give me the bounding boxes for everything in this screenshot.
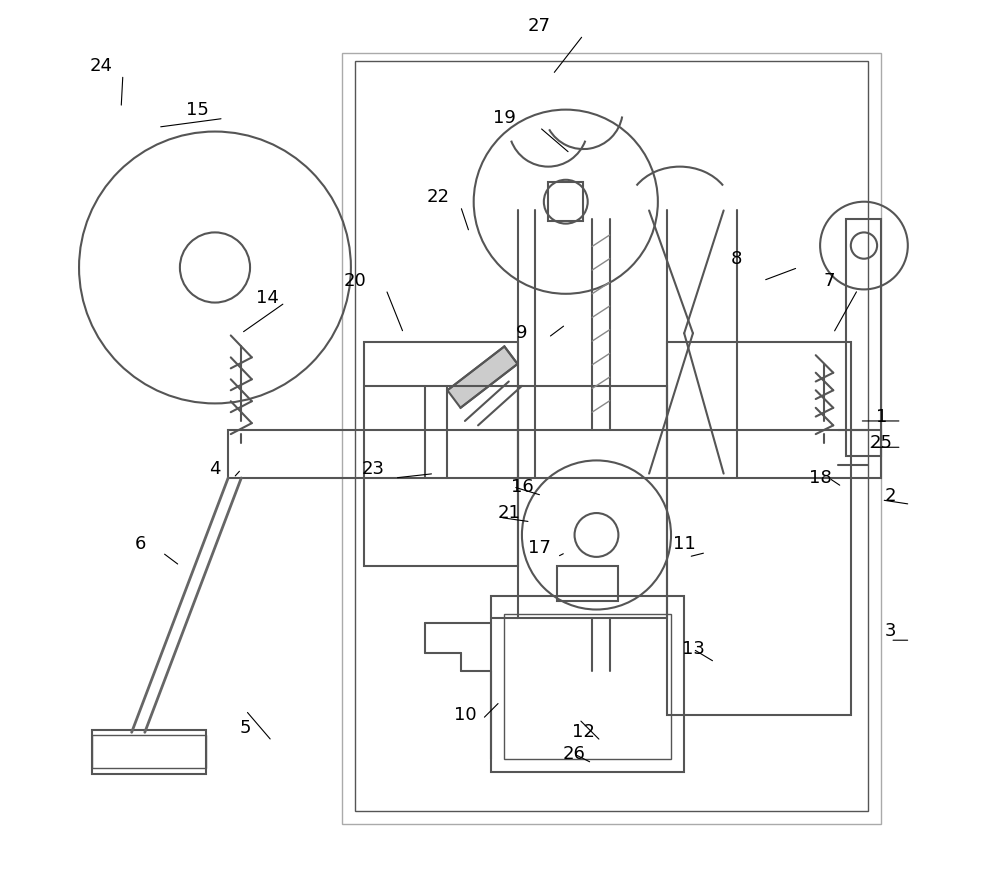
Text: 12: 12 (572, 724, 595, 741)
Text: 22: 22 (427, 189, 450, 206)
Bar (364, 342, 518, 566)
Bar (557, 566, 618, 601)
Text: 25: 25 (870, 434, 893, 452)
Polygon shape (447, 346, 518, 408)
Text: 14: 14 (256, 289, 279, 307)
Text: 11: 11 (673, 535, 696, 553)
Text: 5: 5 (240, 719, 251, 737)
Text: 23: 23 (361, 460, 384, 478)
Text: 27: 27 (528, 18, 551, 35)
Text: 18: 18 (809, 469, 831, 487)
Text: 6: 6 (135, 535, 146, 553)
Bar (518, 386, 667, 618)
Text: 10: 10 (454, 706, 476, 724)
Text: 1: 1 (876, 408, 887, 425)
Bar (92, 730, 206, 774)
Text: 15: 15 (186, 101, 209, 118)
Bar (228, 430, 881, 478)
Text: 7: 7 (823, 272, 835, 289)
Bar (667, 342, 851, 715)
Text: 26: 26 (563, 745, 586, 763)
Text: 13: 13 (682, 640, 704, 658)
Text: 20: 20 (344, 272, 367, 289)
Bar (504, 614, 671, 759)
Text: 24: 24 (89, 57, 112, 75)
Bar (846, 219, 881, 456)
Text: 3: 3 (885, 623, 896, 640)
Bar (342, 53, 881, 824)
Text: 8: 8 (731, 250, 742, 267)
Text: 16: 16 (511, 478, 533, 496)
Text: 17: 17 (528, 539, 551, 557)
Bar (491, 596, 684, 772)
Bar (92, 735, 206, 768)
Text: 9: 9 (516, 324, 528, 342)
Text: 21: 21 (497, 504, 520, 522)
Text: 19: 19 (493, 110, 516, 127)
Bar (355, 61, 868, 811)
Bar (548, 182, 583, 221)
Text: 2: 2 (885, 487, 896, 504)
Text: 4: 4 (209, 460, 221, 478)
